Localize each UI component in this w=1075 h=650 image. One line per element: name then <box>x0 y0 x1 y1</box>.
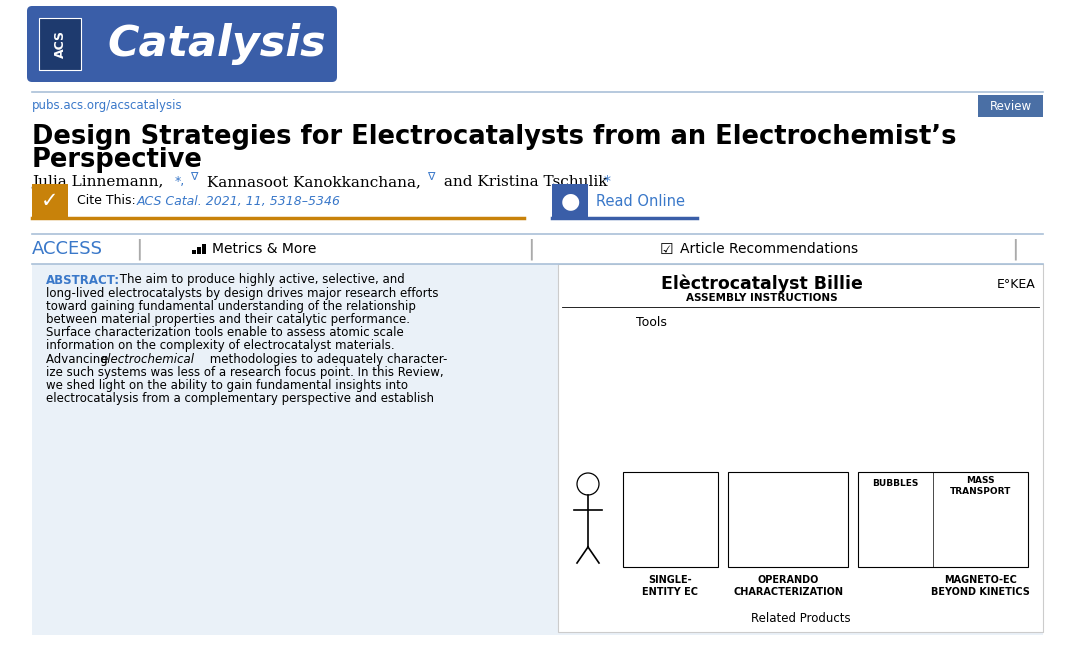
Text: long-lived electrocatalysts by design drives major research efforts: long-lived electrocatalysts by design dr… <box>46 287 439 300</box>
Text: |: | <box>527 239 534 260</box>
Text: |: | <box>135 239 143 260</box>
Text: Article Recommendations: Article Recommendations <box>680 242 858 256</box>
Text: |: | <box>1010 239 1019 260</box>
Text: Metrics & More: Metrics & More <box>212 242 316 256</box>
FancyBboxPatch shape <box>27 6 336 82</box>
Text: ✓: ✓ <box>41 191 59 211</box>
Text: Elèctrocatalyst Billie: Elèctrocatalyst Billie <box>661 275 862 293</box>
Text: Cite This:: Cite This: <box>77 194 135 207</box>
Text: MASS
TRANSPORT: MASS TRANSPORT <box>949 476 1012 496</box>
Text: Julia Linnemann,: Julia Linnemann, <box>32 175 163 189</box>
Text: *: * <box>604 174 611 188</box>
Text: information on the complexity of electrocatalyst materials.: information on the complexity of electro… <box>46 339 395 352</box>
Bar <box>192 250 196 254</box>
Text: ∇: ∇ <box>427 172 434 182</box>
Text: pubs.acs.org/acscatalysis: pubs.acs.org/acscatalysis <box>32 99 183 112</box>
Text: ASSEMBLY INSTRUCTIONS: ASSEMBLY INSTRUCTIONS <box>686 293 837 303</box>
Bar <box>39 18 81 70</box>
Text: between material properties and their catalytic performance.: between material properties and their ca… <box>46 313 410 326</box>
Text: The aim to produce highly active, selective, and: The aim to produce highly active, select… <box>116 274 405 287</box>
Bar <box>32 264 1043 635</box>
Bar <box>728 472 848 567</box>
Text: ACS Catal. 2021, 11, 5318–5346: ACS Catal. 2021, 11, 5318–5346 <box>137 194 341 207</box>
Bar <box>558 264 1043 632</box>
Circle shape <box>577 473 599 495</box>
Text: methodologies to adequately character-: methodologies to adequately character- <box>206 353 447 366</box>
Text: ●: ● <box>560 191 579 211</box>
Text: Perspective: Perspective <box>32 147 203 173</box>
Bar <box>858 472 1028 567</box>
Text: ☑: ☑ <box>660 242 674 257</box>
Text: electrocatalysis from a complementary perspective and establish: electrocatalysis from a complementary pe… <box>46 393 434 406</box>
Text: Read Online: Read Online <box>596 194 685 209</box>
Text: OPERANDO
CHARACTERIZATION: OPERANDO CHARACTERIZATION <box>733 575 843 597</box>
Text: ACCESS: ACCESS <box>32 240 103 258</box>
Text: E°KEA: E°KEA <box>997 278 1035 291</box>
Text: ∇: ∇ <box>190 172 198 182</box>
Text: Review: Review <box>989 99 1032 112</box>
Text: Advancing: Advancing <box>46 353 112 366</box>
Text: Tools: Tools <box>636 315 666 328</box>
Text: Catalysis: Catalysis <box>108 23 327 65</box>
Bar <box>197 247 201 254</box>
Bar <box>202 244 206 254</box>
Text: toward gaining fundamental understanding of the relationship: toward gaining fundamental understanding… <box>46 300 416 313</box>
Text: BUBBLES: BUBBLES <box>872 480 918 489</box>
Text: Surface characterization tools enable to assess atomic scale: Surface characterization tools enable to… <box>46 326 404 339</box>
Text: ize such systems was less of a research focus point. In this Review,: ize such systems was less of a research … <box>46 366 444 379</box>
Text: Design Strategies for Electrocatalysts from an Electrochemist’s: Design Strategies for Electrocatalysts f… <box>32 124 957 150</box>
Text: electrochemical: electrochemical <box>100 353 194 366</box>
Bar <box>978 95 1043 117</box>
Text: and Kristina Tschulik: and Kristina Tschulik <box>439 175 607 189</box>
Text: MAGNETO-EC
BEYOND KINETICS: MAGNETO-EC BEYOND KINETICS <box>931 575 1030 597</box>
Text: ABSTRACT:: ABSTRACT: <box>46 274 120 287</box>
Text: Kannasoot Kanokkanchana,: Kannasoot Kanokkanchana, <box>202 175 421 189</box>
Text: *,: *, <box>175 174 185 187</box>
Text: Related Products: Related Products <box>750 612 850 625</box>
Bar <box>551 184 588 218</box>
Text: ACS: ACS <box>54 30 67 58</box>
Text: SINGLE-
ENTITY EC: SINGLE- ENTITY EC <box>643 575 699 597</box>
Bar <box>32 184 68 218</box>
Text: we shed light on the ability to gain fundamental insights into: we shed light on the ability to gain fun… <box>46 379 408 392</box>
Bar <box>624 472 718 567</box>
